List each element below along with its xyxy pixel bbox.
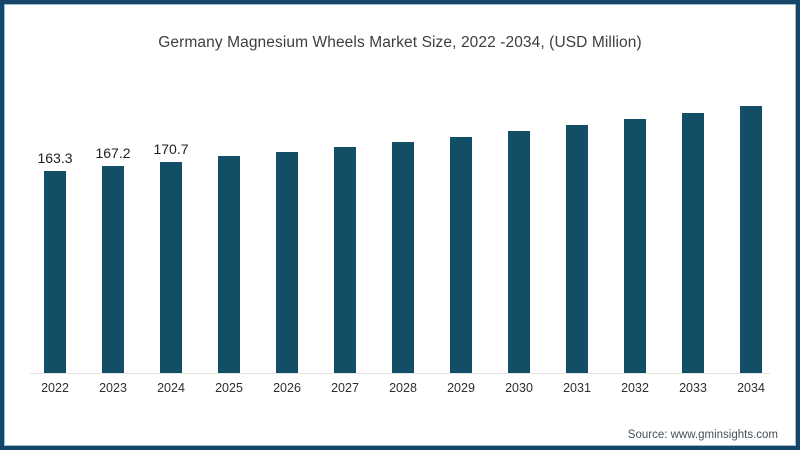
x-axis-tick-label: 2031 [563, 381, 591, 395]
bar [740, 106, 762, 373]
bar [334, 147, 356, 373]
x-axis-tick-label: 2024 [157, 381, 185, 395]
bar [508, 131, 530, 373]
chart-title: Germany Magnesium Wheels Market Size, 20… [158, 34, 642, 51]
bar [392, 142, 414, 373]
bar-chart-plot-area: 163.3 2022 167.2 2023 170.7 2024 2025 2026 2027 2… [30, 93, 770, 395]
bar [566, 125, 588, 373]
x-axis-tick-label: 2033 [679, 381, 707, 395]
bar [682, 113, 704, 373]
x-axis-tick-label: 2032 [621, 381, 649, 395]
bar-column: 2029 [438, 137, 484, 395]
x-axis-tick-label: 2022 [41, 381, 69, 395]
x-axis-tick-label: 2027 [331, 381, 359, 395]
x-axis-tick-label: 2034 [737, 381, 765, 395]
bar-column: 2025 [206, 156, 252, 395]
bar-value-label: 163.3 [37, 150, 73, 166]
bar-column: 2033 [670, 113, 716, 395]
bar [160, 162, 182, 373]
bar-column: 2034 [728, 106, 774, 395]
bar [102, 166, 124, 373]
bar [218, 156, 240, 373]
bar [44, 171, 66, 373]
bar-column: 170.7 2024 [148, 141, 194, 395]
bar-column: 2027 [322, 147, 368, 395]
bar-column: 2026 [264, 152, 310, 395]
bar [276, 152, 298, 373]
bar-column: 2028 [380, 142, 426, 395]
x-axis-tick-label: 2023 [99, 381, 127, 395]
bar-value-label: 170.7 [153, 141, 189, 157]
bar-column: 167.2 2023 [90, 145, 136, 395]
bar [450, 137, 472, 373]
bar-column: 2031 [554, 125, 600, 395]
x-axis-tick-label: 2030 [505, 381, 533, 395]
x-axis-tick-label: 2026 [273, 381, 301, 395]
x-axis-tick-label: 2029 [447, 381, 475, 395]
bar [624, 119, 646, 373]
x-axis-tick-label: 2025 [215, 381, 243, 395]
bar-value-label: 167.2 [95, 145, 131, 161]
x-axis-tick-label: 2028 [389, 381, 417, 395]
bar-column: 2030 [496, 131, 542, 395]
bar-column: 2032 [612, 119, 658, 395]
bar-column: 163.3 2022 [32, 150, 78, 395]
source-attribution: Source: www.gminsights.com [627, 429, 778, 441]
